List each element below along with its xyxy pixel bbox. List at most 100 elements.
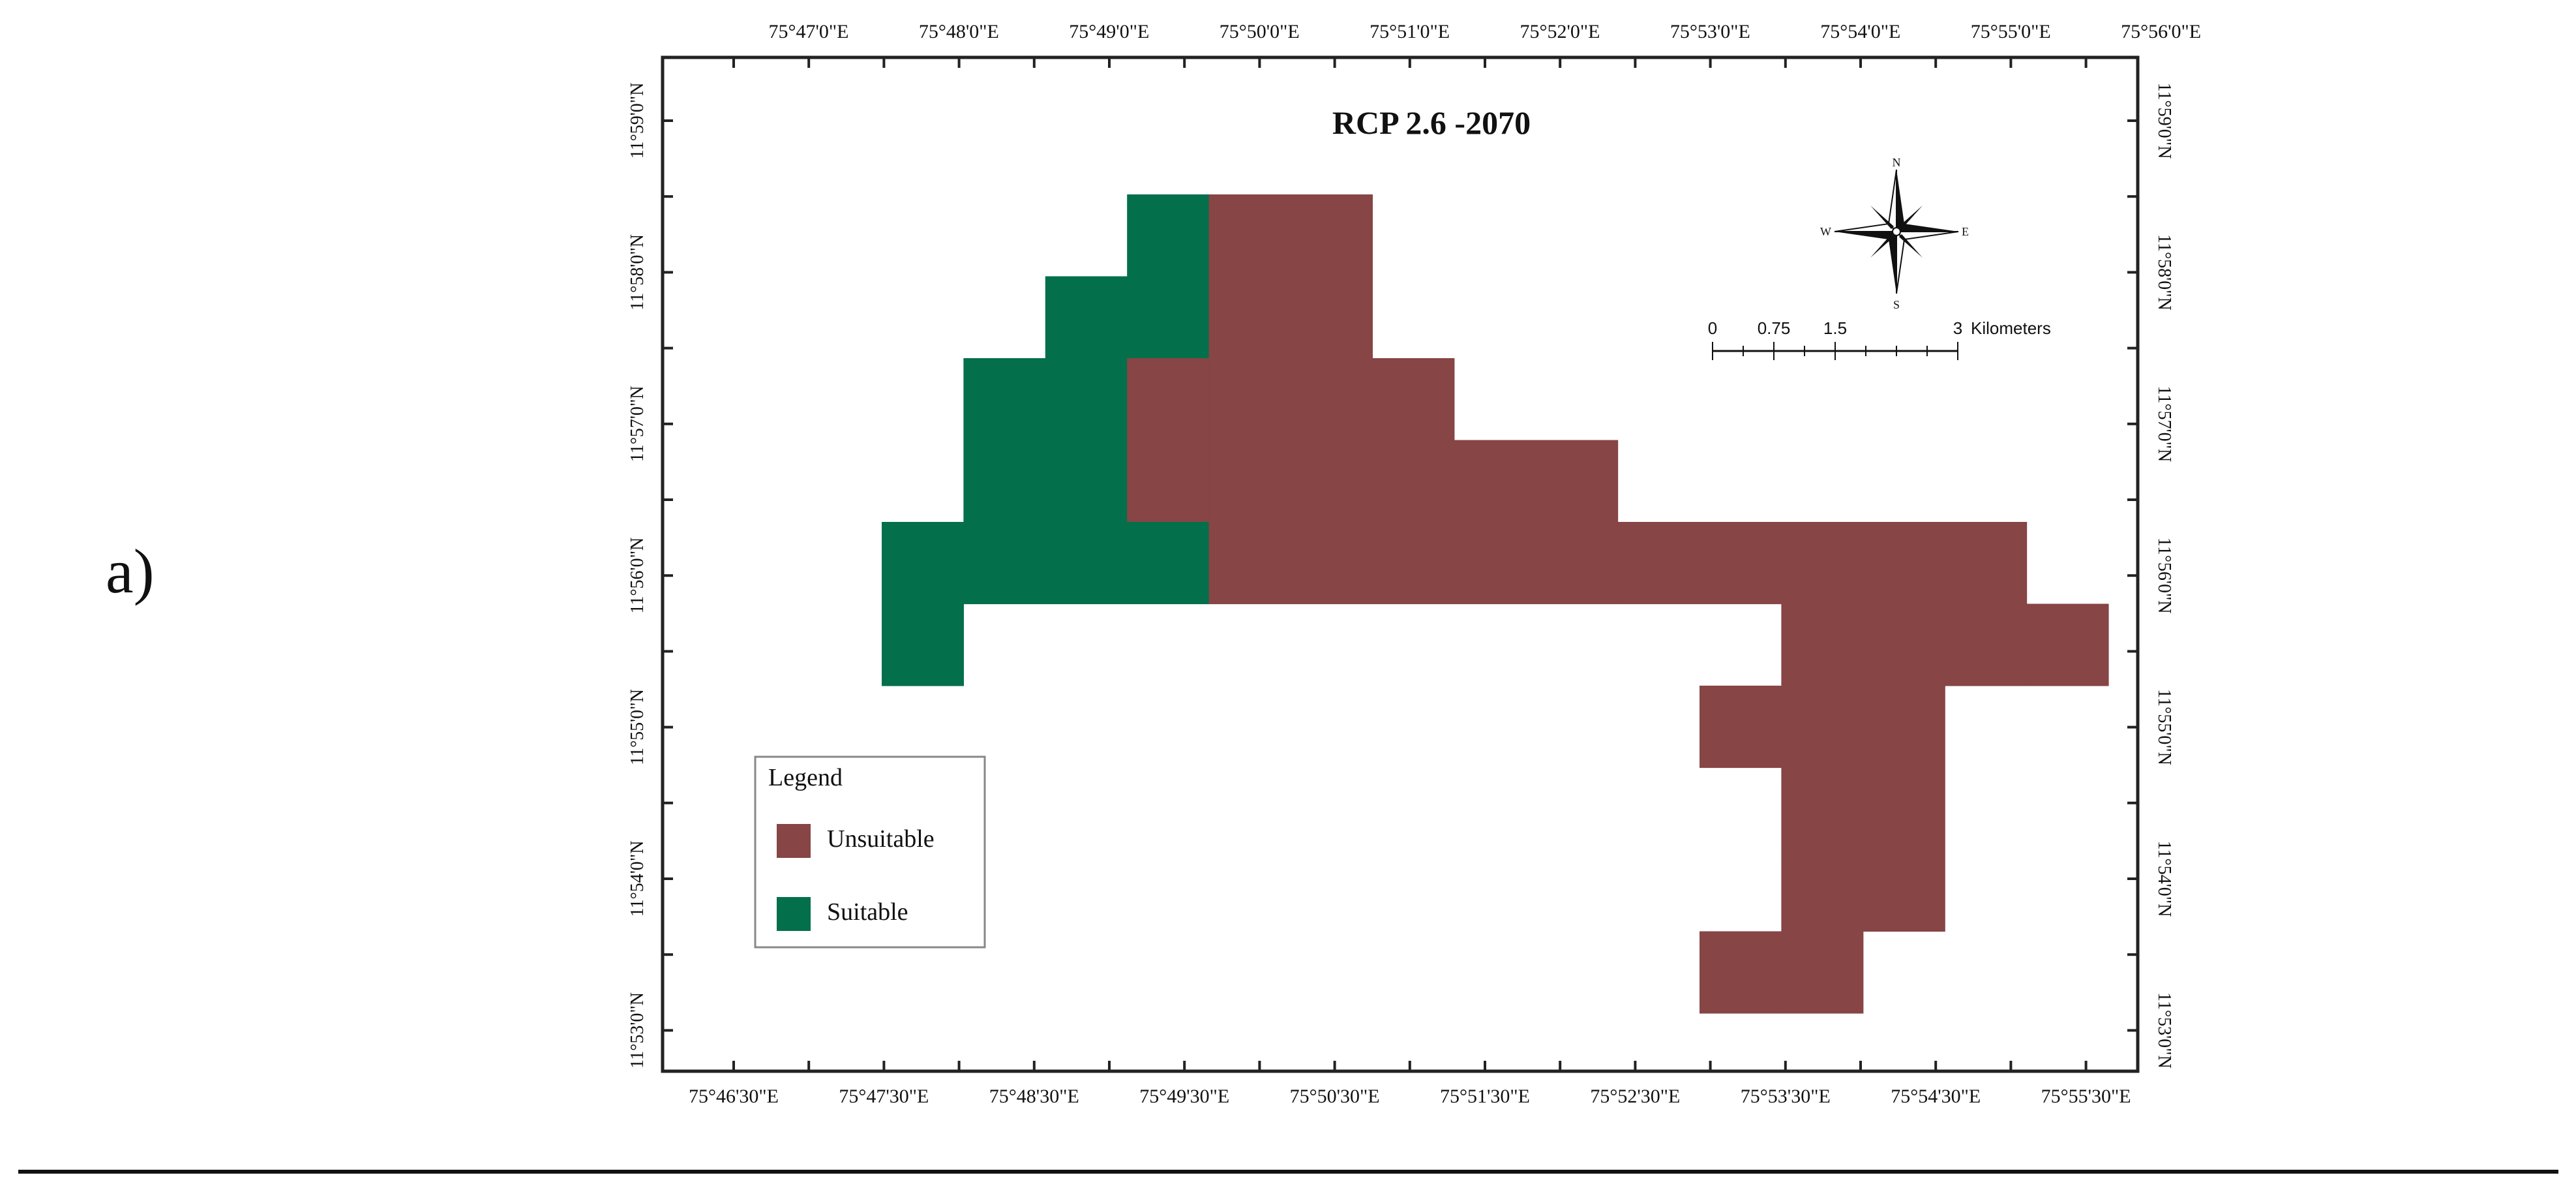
cell-unsuitable <box>2026 603 2109 686</box>
cell-suitable <box>882 522 964 605</box>
bottom-lon-label: 75°51'30"E <box>1440 1086 1530 1107</box>
cell-suitable <box>963 358 1046 441</box>
cell-unsuitable <box>1208 358 1291 441</box>
cell-unsuitable <box>1863 522 1945 605</box>
cell-suitable <box>963 522 1046 605</box>
top-lon-label: 75°56'0"E <box>2121 21 2201 42</box>
bottom-lon-label: 75°52'30"E <box>1590 1086 1680 1107</box>
legend-label-unsuitable: Unsuitable <box>827 825 935 853</box>
top-lon-label: 75°52'0"E <box>1520 21 1600 42</box>
cell-unsuitable <box>1372 358 1455 441</box>
top-lon-label: 75°50'0"E <box>1220 21 1300 42</box>
top-lon-label: 75°54'0"E <box>1820 21 1900 42</box>
cell-suitable <box>1045 440 1128 523</box>
scale-tick-0: 0 <box>1708 318 1717 338</box>
legend-title: Legend <box>768 764 843 791</box>
cell-unsuitable <box>1291 522 1373 605</box>
compass-s-label: S <box>1893 298 1900 311</box>
bottom-lon-label: 75°49'30"E <box>1139 1086 1229 1107</box>
cell-unsuitable <box>1291 276 1373 359</box>
bottom-lon-label: 75°50'30"E <box>1290 1086 1380 1107</box>
cell-unsuitable <box>1127 440 1210 523</box>
cell-unsuitable <box>1536 522 1619 605</box>
left-lat-label: 11°58'0"N <box>627 234 648 311</box>
scale-tick-1-5: 1.5 <box>1823 318 1847 338</box>
cell-unsuitable <box>1781 931 1864 1014</box>
map-title: RCP 2.6 -2070 <box>1332 104 1531 141</box>
cell-unsuitable <box>1454 440 1536 523</box>
legend-swatch-unsuitable <box>777 824 811 858</box>
right-lat-label: 11°53'0"N <box>2154 992 2174 1069</box>
compass-e-label: E <box>1962 225 1969 238</box>
bottom-lon-label: 75°53'30"E <box>1741 1086 1831 1107</box>
bottom-lon-label: 75°54'30"E <box>1891 1086 1981 1107</box>
left-lat-label: 11°56'0"N <box>627 538 648 614</box>
scale-tick-3: 3 <box>1953 318 1962 338</box>
graticule-ticks <box>663 57 2138 1071</box>
compass-n-label: N <box>1893 156 1901 169</box>
top-lon-label: 75°55'0"E <box>1971 21 2051 42</box>
cell-unsuitable <box>1208 440 1291 523</box>
bottom-rule <box>18 1170 2558 1174</box>
right-lat-label: 11°57'0"N <box>2154 386 2174 462</box>
right-lat-label: 11°56'0"N <box>2154 538 2174 614</box>
cell-unsuitable <box>1781 686 1864 769</box>
cell-unsuitable <box>1863 767 1945 850</box>
top-longitude-labels: 75°47'0"E 75°48'0"E 75°49'0"E 75°50'0"E 75°5… <box>769 21 2202 42</box>
cell-unsuitable <box>1781 522 1864 605</box>
bottom-lon-label: 75°46'30"E <box>689 1086 779 1107</box>
cell-unsuitable <box>1291 440 1373 523</box>
left-lat-label: 11°53'0"N <box>627 992 648 1069</box>
cell-suitable <box>882 603 964 686</box>
bottom-lon-label: 75°55'30"E <box>2041 1086 2131 1107</box>
legend-swatch-suitable <box>777 897 811 931</box>
cell-suitable <box>1127 276 1210 359</box>
cell-suitable <box>1127 522 1210 605</box>
cell-unsuitable <box>1208 276 1291 359</box>
cell-unsuitable <box>1291 194 1373 277</box>
cell-unsuitable <box>1454 522 1536 605</box>
cell-unsuitable <box>1617 522 1700 605</box>
cell-unsuitable <box>1781 849 1864 932</box>
bottom-longitude-labels: 75°46'30"E 75°47'30"E 75°48'30"E 75°49'30"E… <box>689 1086 2131 1107</box>
cell-unsuitable <box>1863 603 1945 686</box>
scale-unit: Kilometers <box>1971 318 2051 338</box>
cell-unsuitable <box>1208 522 1291 605</box>
legend: Legend Unsuitable Suitable <box>754 755 986 949</box>
cell-suitable <box>1045 358 1128 441</box>
cell-unsuitable <box>1372 522 1455 605</box>
cell-unsuitable <box>1208 194 1291 277</box>
right-lat-label: 11°55'0"N <box>2154 689 2174 765</box>
left-latitude-labels: 11°59'0"N 11°58'0"N 11°57'0"N 11°56'0"N 11°5… <box>627 83 648 1069</box>
cell-unsuitable <box>1700 522 1782 605</box>
top-lon-label: 75°48'0"E <box>919 21 999 42</box>
bottom-lon-label: 75°47'30"E <box>839 1086 929 1107</box>
right-latitude-labels: 11°59'0"N 11°58'0"N 11°57'0"N 11°56'0"N 11°5… <box>2154 83 2174 1069</box>
panel-label: a) <box>106 536 155 606</box>
cell-unsuitable <box>1781 603 1864 686</box>
right-lat-label: 11°58'0"N <box>2154 234 2174 311</box>
scale-tick-0-75: 0.75 <box>1758 318 1791 338</box>
cell-unsuitable <box>1945 522 2028 605</box>
cell-unsuitable <box>1536 440 1619 523</box>
cell-unsuitable <box>1863 849 1945 932</box>
legend-label-suitable: Suitable <box>827 898 908 926</box>
cell-suitable <box>1045 522 1128 605</box>
top-lon-label: 75°47'0"E <box>769 21 849 42</box>
cell-unsuitable <box>1945 603 2028 686</box>
cell-unsuitable <box>1127 358 1210 441</box>
cell-suitable <box>1045 276 1128 359</box>
cell-suitable <box>1127 194 1210 277</box>
cell-unsuitable <box>1700 686 1782 769</box>
left-lat-label: 11°59'0"N <box>627 83 648 159</box>
top-lon-label: 75°49'0"E <box>1069 21 1149 42</box>
right-lat-label: 11°59'0"N <box>2154 83 2174 159</box>
left-lat-label: 11°54'0"N <box>627 841 648 917</box>
scale-bar: 0 0.75 1.5 3 Kilometers <box>1708 318 2051 360</box>
cell-suitable <box>963 440 1046 523</box>
compass-w-label: W <box>1820 225 1831 238</box>
right-lat-label: 11°54'0"N <box>2154 841 2174 917</box>
cell-unsuitable <box>1372 440 1455 523</box>
left-lat-label: 11°55'0"N <box>627 689 648 765</box>
